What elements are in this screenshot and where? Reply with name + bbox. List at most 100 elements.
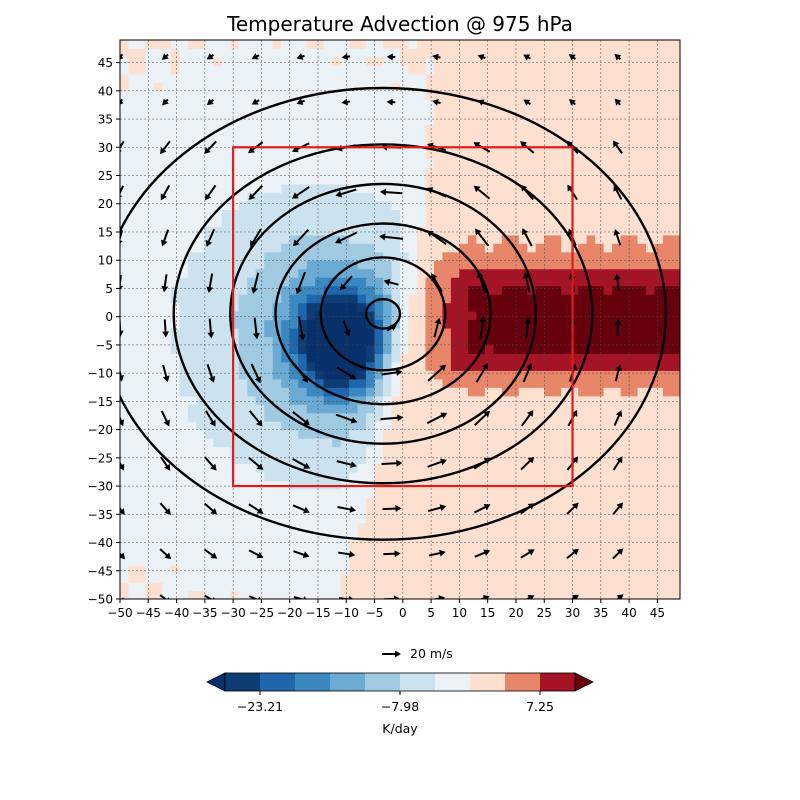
field-cell bbox=[459, 556, 469, 566]
field-cell bbox=[646, 522, 656, 532]
field-cell bbox=[654, 336, 664, 346]
field-cell bbox=[332, 463, 342, 473]
field-cell bbox=[527, 404, 537, 414]
field-cell bbox=[366, 353, 376, 363]
wind-vector-head bbox=[335, 190, 343, 198]
field-cell bbox=[187, 107, 197, 117]
field-cell bbox=[315, 48, 325, 58]
field-cell bbox=[332, 522, 342, 532]
field-cell bbox=[340, 455, 350, 465]
field-cell bbox=[366, 421, 376, 431]
wind-vector-head bbox=[483, 503, 491, 511]
wind-vector bbox=[432, 53, 441, 61]
field-cell bbox=[238, 124, 248, 134]
wind-vector bbox=[296, 98, 305, 105]
field-cell bbox=[332, 471, 342, 482]
field-cell bbox=[332, 192, 342, 202]
field-cell bbox=[442, 590, 452, 599]
field-cell bbox=[552, 124, 562, 134]
field-cell bbox=[620, 133, 630, 143]
field-cell bbox=[654, 539, 664, 549]
field-cell bbox=[535, 192, 545, 202]
field-cell bbox=[281, 387, 291, 397]
field-cell bbox=[527, 73, 537, 83]
field-cell bbox=[383, 471, 393, 482]
field-cell bbox=[612, 421, 622, 431]
field-cell bbox=[620, 556, 630, 566]
field-cell bbox=[459, 141, 469, 151]
field-cell bbox=[230, 302, 240, 312]
field-cell bbox=[272, 336, 282, 346]
field-cell bbox=[272, 285, 282, 295]
field-cell bbox=[120, 90, 130, 100]
field-cell bbox=[603, 99, 613, 109]
field-cell bbox=[459, 260, 469, 270]
field-cell bbox=[442, 361, 452, 371]
wind-vector-head bbox=[256, 419, 263, 427]
field-cell bbox=[501, 116, 511, 126]
field-cell bbox=[196, 133, 206, 143]
field-cell bbox=[484, 226, 494, 236]
field-cell bbox=[213, 370, 223, 380]
field-cell bbox=[561, 260, 571, 270]
field-cell bbox=[612, 124, 622, 134]
field-cell bbox=[459, 438, 469, 448]
wind-vector-shaft bbox=[520, 504, 533, 515]
field-cell bbox=[145, 327, 155, 338]
field-cell bbox=[357, 488, 367, 498]
wind-vector bbox=[120, 140, 125, 155]
field-cell bbox=[654, 234, 664, 244]
field-cell bbox=[425, 133, 435, 143]
field-cell bbox=[221, 107, 231, 117]
field-cell bbox=[578, 243, 588, 253]
field-cell bbox=[196, 200, 206, 210]
field-cell bbox=[357, 429, 367, 439]
field-cell bbox=[357, 514, 367, 524]
field-cell bbox=[315, 361, 325, 371]
wind-vector bbox=[206, 273, 214, 294]
field-cell bbox=[383, 226, 393, 236]
field-cell bbox=[391, 463, 401, 473]
field-cell bbox=[383, 48, 393, 58]
wind-vector-head bbox=[250, 240, 257, 247]
field-cell bbox=[247, 488, 257, 498]
field-cell bbox=[383, 429, 393, 439]
field-cell bbox=[366, 192, 376, 202]
field-cell bbox=[518, 455, 528, 465]
field-cell bbox=[433, 311, 444, 321]
field-cell bbox=[603, 56, 613, 67]
field-cell bbox=[213, 463, 223, 473]
field-cell bbox=[425, 319, 435, 329]
wind-vector-shaft bbox=[474, 412, 488, 426]
field-cell bbox=[128, 285, 138, 295]
field-cell bbox=[366, 548, 376, 558]
field-cell bbox=[544, 285, 554, 295]
field-cell bbox=[552, 82, 562, 92]
field-cell bbox=[323, 438, 333, 448]
field-cell bbox=[654, 183, 664, 194]
field-cell bbox=[620, 175, 630, 185]
wind-vector bbox=[386, 98, 396, 106]
field-cell bbox=[162, 395, 172, 405]
field-cell bbox=[637, 294, 647, 304]
field-cell bbox=[527, 539, 537, 549]
field-cell bbox=[433, 539, 444, 549]
field-cell bbox=[306, 378, 316, 388]
field-cell bbox=[264, 268, 274, 278]
field-cell bbox=[196, 514, 206, 524]
field-cell bbox=[357, 471, 367, 482]
field-cell bbox=[179, 124, 189, 134]
field-cell bbox=[646, 302, 656, 312]
field-cell bbox=[272, 226, 282, 236]
field-cell bbox=[145, 395, 155, 405]
field-cell bbox=[213, 48, 223, 58]
field-cell bbox=[510, 167, 520, 177]
field-cell bbox=[153, 226, 164, 236]
field-cell bbox=[467, 183, 477, 194]
field-cell bbox=[510, 82, 520, 92]
field-cell bbox=[620, 150, 630, 160]
field-cell bbox=[637, 99, 647, 109]
field-cell bbox=[663, 200, 673, 210]
field-cell bbox=[518, 471, 528, 482]
field-cell bbox=[230, 90, 240, 100]
